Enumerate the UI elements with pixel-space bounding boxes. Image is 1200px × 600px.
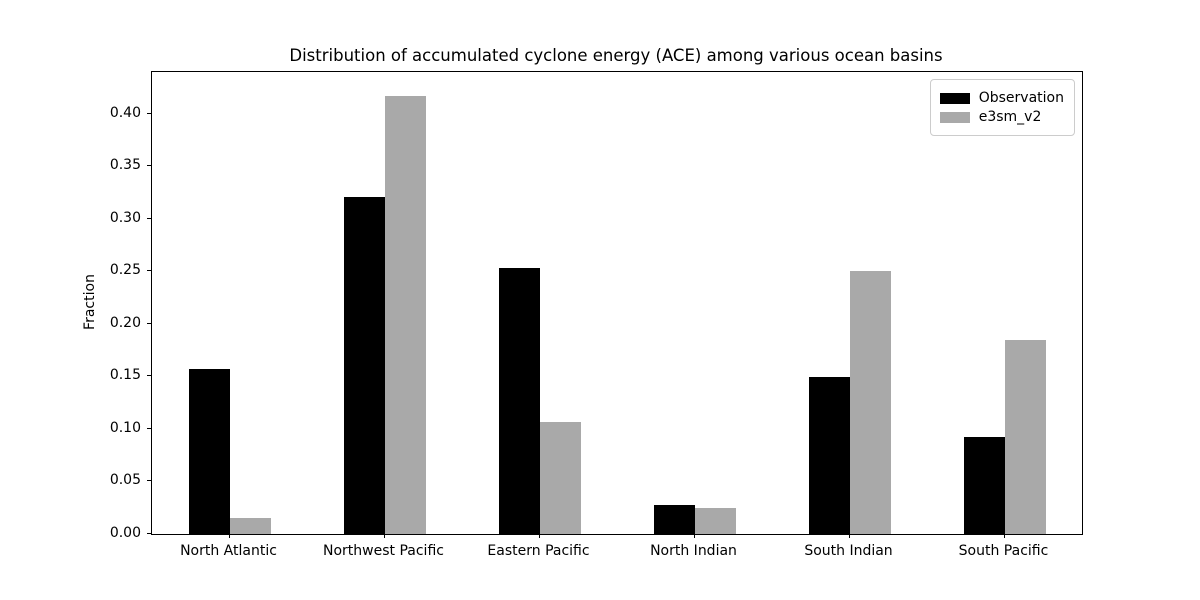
x-tick-mark <box>1003 534 1005 538</box>
y-tick-mark <box>147 375 151 377</box>
x-tick-mark <box>538 534 540 538</box>
x-tick-label-north-atlantic: North Atlantic <box>180 543 277 559</box>
bar-e3sm-v2-south-indian <box>849 271 891 534</box>
bar-e3sm-v2-northwest-pacific <box>384 95 426 534</box>
x-tick-label-south-pacific: South Pacific <box>958 543 1049 559</box>
legend-item-observation: Observation <box>939 90 1064 106</box>
y-tick-label: 0.15 <box>109 367 141 384</box>
legend-label-e3sm-v2: e3sm_v2 <box>978 109 1042 125</box>
x-tick-mark <box>228 534 230 538</box>
x-tick-mark <box>693 534 695 538</box>
y-tick-label: 0.00 <box>109 525 141 541</box>
x-tick-mark <box>848 534 850 538</box>
y-tick-mark <box>147 427 151 429</box>
bar-observation-north-atlantic <box>188 368 230 534</box>
legend: Observation e3sm_v2 <box>929 79 1075 136</box>
chart-title: Distribution of accumulated cyclone ener… <box>289 46 943 65</box>
y-tick-label: 0.35 <box>109 157 141 174</box>
y-tick-mark <box>147 480 151 482</box>
x-tick-label-south-indian: South Indian <box>804 543 893 559</box>
bar-observation-north-indian <box>653 504 695 534</box>
y-tick-mark <box>147 112 151 114</box>
x-tick-label-north-indian: North Indian <box>650 543 737 559</box>
bar-e3sm-v2-north-atlantic <box>229 518 271 534</box>
legend-swatch-observation <box>939 92 970 104</box>
y-tick-label: 0.20 <box>109 314 141 331</box>
y-tick-mark <box>147 217 151 219</box>
y-tick-label: 0.40 <box>109 104 141 121</box>
y-tick-mark <box>147 270 151 272</box>
bar-observation-south-pacific <box>963 437 1005 534</box>
bar-observation-south-indian <box>808 377 850 534</box>
y-tick-mark <box>147 322 151 324</box>
y-tick-mark <box>147 533 151 534</box>
plot-area: Observation e3sm_v2 <box>151 71 1083 535</box>
bar-e3sm-v2-eastern-pacific <box>539 421 581 534</box>
y-tick-label: 0.10 <box>109 419 141 436</box>
y-tick-mark <box>147 165 151 167</box>
bar-e3sm-v2-south-pacific <box>1004 339 1046 534</box>
y-tick-label: 0.30 <box>109 209 141 226</box>
legend-item-e3sm-v2: e3sm_v2 <box>939 109 1064 125</box>
x-tick-mark <box>383 534 385 538</box>
legend-label-observation: Observation <box>978 90 1064 106</box>
y-tick-label: 0.05 <box>109 472 141 489</box>
bar-observation-eastern-pacific <box>498 268 540 534</box>
y-tick-label: 0.25 <box>109 262 141 279</box>
x-tick-label-eastern-pacific: Eastern Pacific <box>487 543 590 559</box>
bar-observation-northwest-pacific <box>343 196 385 534</box>
x-tick-label-northwest-pacific: Northwest Pacific <box>323 543 444 559</box>
legend-swatch-e3sm-v2 <box>939 111 970 123</box>
bar-e3sm-v2-north-indian <box>694 507 736 534</box>
